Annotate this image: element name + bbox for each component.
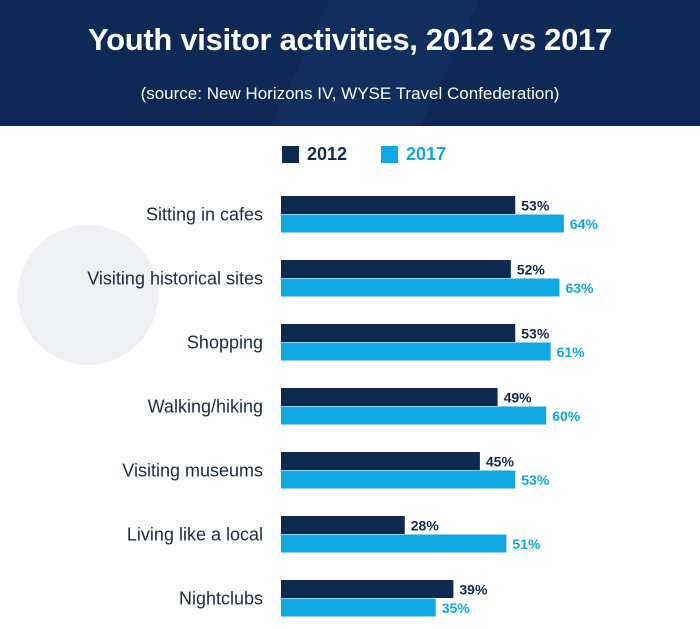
data-label-2012: 53% — [521, 326, 550, 342]
category-label: Shopping — [187, 333, 263, 353]
bar-2017 — [281, 278, 560, 297]
legend-swatch-2012 — [282, 146, 299, 163]
data-label-2017: 35% — [442, 600, 471, 616]
data-label-2012: 39% — [459, 582, 488, 598]
category-label: Visiting historical sites — [87, 269, 263, 289]
bar-2017 — [281, 342, 551, 361]
legend-swatch-2017 — [381, 146, 399, 163]
category-label: Walking/hiking — [148, 397, 263, 417]
data-label-2017: 61% — [557, 344, 586, 360]
bar-2012 — [281, 260, 511, 278]
data-label-2012: 52% — [517, 262, 546, 278]
data-label-2017: 53% — [521, 472, 550, 488]
category-label: Nightclubs — [179, 589, 263, 609]
data-label-2017: 60% — [552, 408, 581, 424]
chart-subtitle: (source: New Horizons IV, WYSE Travel Co… — [140, 84, 560, 103]
data-label-2017: 63% — [565, 280, 594, 296]
category-label: Visiting museums — [122, 461, 263, 481]
bar-2012 — [281, 388, 498, 406]
data-label-2012: 49% — [504, 390, 533, 406]
bar-2017 — [281, 406, 547, 425]
bar-2017 — [281, 598, 436, 617]
legend-label-2017: 2017 — [406, 144, 447, 164]
data-label-2017: 64% — [570, 216, 599, 232]
bar-2012 — [281, 324, 516, 342]
category-label: Sitting in cafes — [146, 205, 263, 225]
data-label-2012: 28% — [411, 518, 440, 534]
data-label-2017: 51% — [512, 536, 541, 552]
watermark-globe-logo — [18, 225, 158, 365]
bar-2017 — [281, 214, 564, 233]
bar-2017 — [281, 470, 516, 489]
bar-2017 — [281, 534, 507, 553]
data-label-2012: 45% — [486, 454, 515, 470]
bar-2012 — [281, 196, 516, 214]
legend-label-2012: 2012 — [307, 144, 348, 164]
data-label-2012: 53% — [521, 198, 550, 214]
bar-2012 — [281, 452, 480, 470]
category-label: Living like a local — [127, 525, 263, 545]
header-banner: Youth visitor activities, 2012 vs 2017 (… — [0, 0, 700, 126]
legend: 2012 2017 — [282, 144, 446, 165]
bar-2012 — [281, 516, 405, 534]
chart-title: Youth visitor activities, 2012 vs 2017 — [88, 22, 612, 57]
bar-2012 — [281, 580, 454, 598]
